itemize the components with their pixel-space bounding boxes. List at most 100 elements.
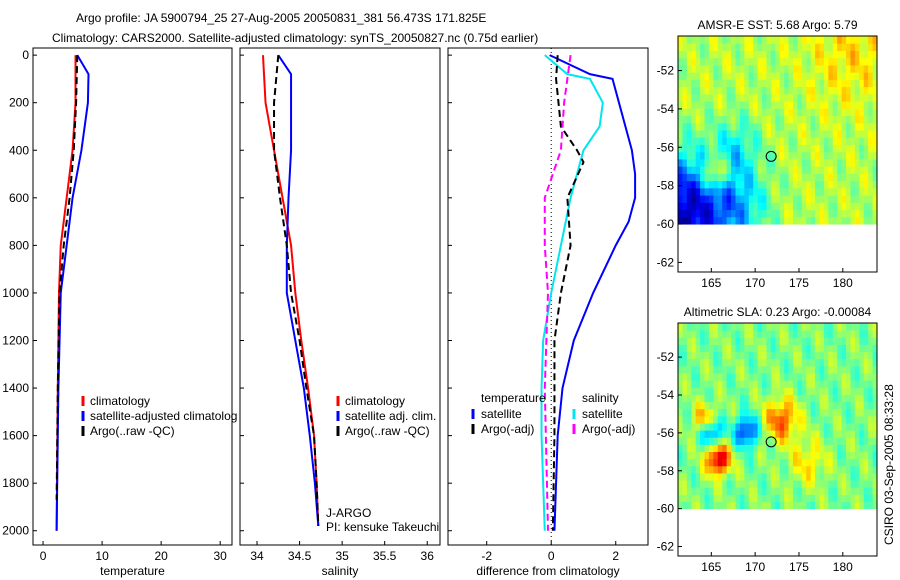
map-cell [801, 173, 807, 182]
map-cell [770, 72, 776, 80]
map-cell [832, 351, 838, 360]
map-cell [678, 166, 683, 174]
map-cell [779, 72, 785, 80]
map-cell [815, 180, 821, 189]
map-cell [788, 415, 794, 424]
map-cell [735, 394, 741, 403]
map-cell [823, 93, 829, 102]
map-cell [735, 122, 741, 131]
map-cell [788, 79, 794, 88]
map-cell [815, 501, 821, 510]
map-cell [753, 337, 759, 345]
x-tick-label: 30 [214, 549, 228, 563]
map-cell [708, 344, 714, 353]
map-cell [762, 79, 767, 88]
map-cell [731, 158, 736, 167]
map-cell [762, 344, 767, 353]
map-cell [832, 50, 838, 59]
map-cell [766, 330, 772, 338]
map-cell [792, 344, 798, 353]
map-cell [695, 195, 701, 203]
map-cell [766, 365, 772, 374]
map-cell [823, 437, 829, 445]
map-cell [863, 444, 869, 453]
map-cell [784, 487, 790, 495]
map-cell [762, 50, 767, 59]
map-cell [739, 365, 745, 374]
map-cell [823, 401, 829, 410]
map-cell [748, 108, 754, 117]
map-cell [779, 387, 785, 395]
map-cell [731, 195, 736, 203]
map-cell [815, 422, 821, 431]
map-cell [832, 209, 838, 218]
map-cell [695, 144, 701, 153]
map-cell [868, 494, 874, 503]
map-cell [700, 480, 706, 488]
map-cell [815, 494, 821, 503]
map-cell [815, 365, 821, 374]
map-cell [863, 180, 869, 189]
map-cell [748, 380, 754, 388]
map-cell [735, 187, 741, 196]
map-cell [846, 130, 851, 138]
map-cell [806, 437, 812, 445]
map-cell [801, 430, 807, 438]
map-cell [815, 64, 821, 73]
map-cell [704, 408, 710, 417]
map-cell [797, 451, 803, 460]
map-cell [854, 36, 860, 44]
map-cell [863, 408, 869, 417]
map-cell [766, 72, 772, 80]
map-cell [722, 195, 728, 203]
map-cell [837, 458, 843, 467]
map-cell [678, 401, 683, 410]
map-cell [682, 387, 688, 395]
map-cell [717, 323, 723, 331]
map-cell [739, 115, 745, 124]
map-cell [859, 130, 865, 138]
map-cell [841, 195, 847, 203]
map-cell [819, 180, 825, 189]
map-cell [708, 430, 714, 438]
map-cell [815, 380, 821, 388]
map-cell [801, 57, 807, 66]
map-cell [832, 122, 838, 131]
map-cell [841, 351, 847, 360]
map-cell [757, 408, 763, 417]
map-cell [753, 43, 759, 51]
map-cell [770, 358, 776, 367]
map-cell [868, 50, 874, 59]
map-cell [695, 50, 701, 59]
map-cell [859, 43, 865, 51]
map-cell [797, 444, 803, 453]
map-cell [739, 415, 745, 424]
map-cell [722, 344, 728, 353]
y-tick-label: -60 [657, 502, 675, 516]
map-cell [726, 79, 732, 88]
map-cell [700, 187, 706, 196]
map-cell [854, 401, 860, 410]
map-cell [828, 408, 834, 417]
map-cell [841, 180, 847, 189]
map-cell [792, 64, 798, 73]
map-cell [735, 216, 741, 225]
map-cell [686, 401, 692, 410]
map-cell [779, 64, 785, 73]
map-cell [695, 323, 701, 331]
map-cell [801, 458, 807, 467]
map-cell [708, 173, 714, 182]
map-cell [744, 137, 750, 145]
map-cell [686, 122, 692, 131]
map-cell [695, 387, 701, 395]
map-cell [766, 202, 772, 211]
map-cell [691, 202, 697, 211]
map-cell [726, 437, 732, 445]
map-cell [762, 64, 767, 73]
map-cell [717, 187, 723, 196]
map-cell [854, 43, 860, 51]
map-cell [678, 444, 683, 453]
map-cell [735, 480, 741, 488]
map-cell [678, 86, 683, 95]
map-cell [757, 415, 763, 424]
